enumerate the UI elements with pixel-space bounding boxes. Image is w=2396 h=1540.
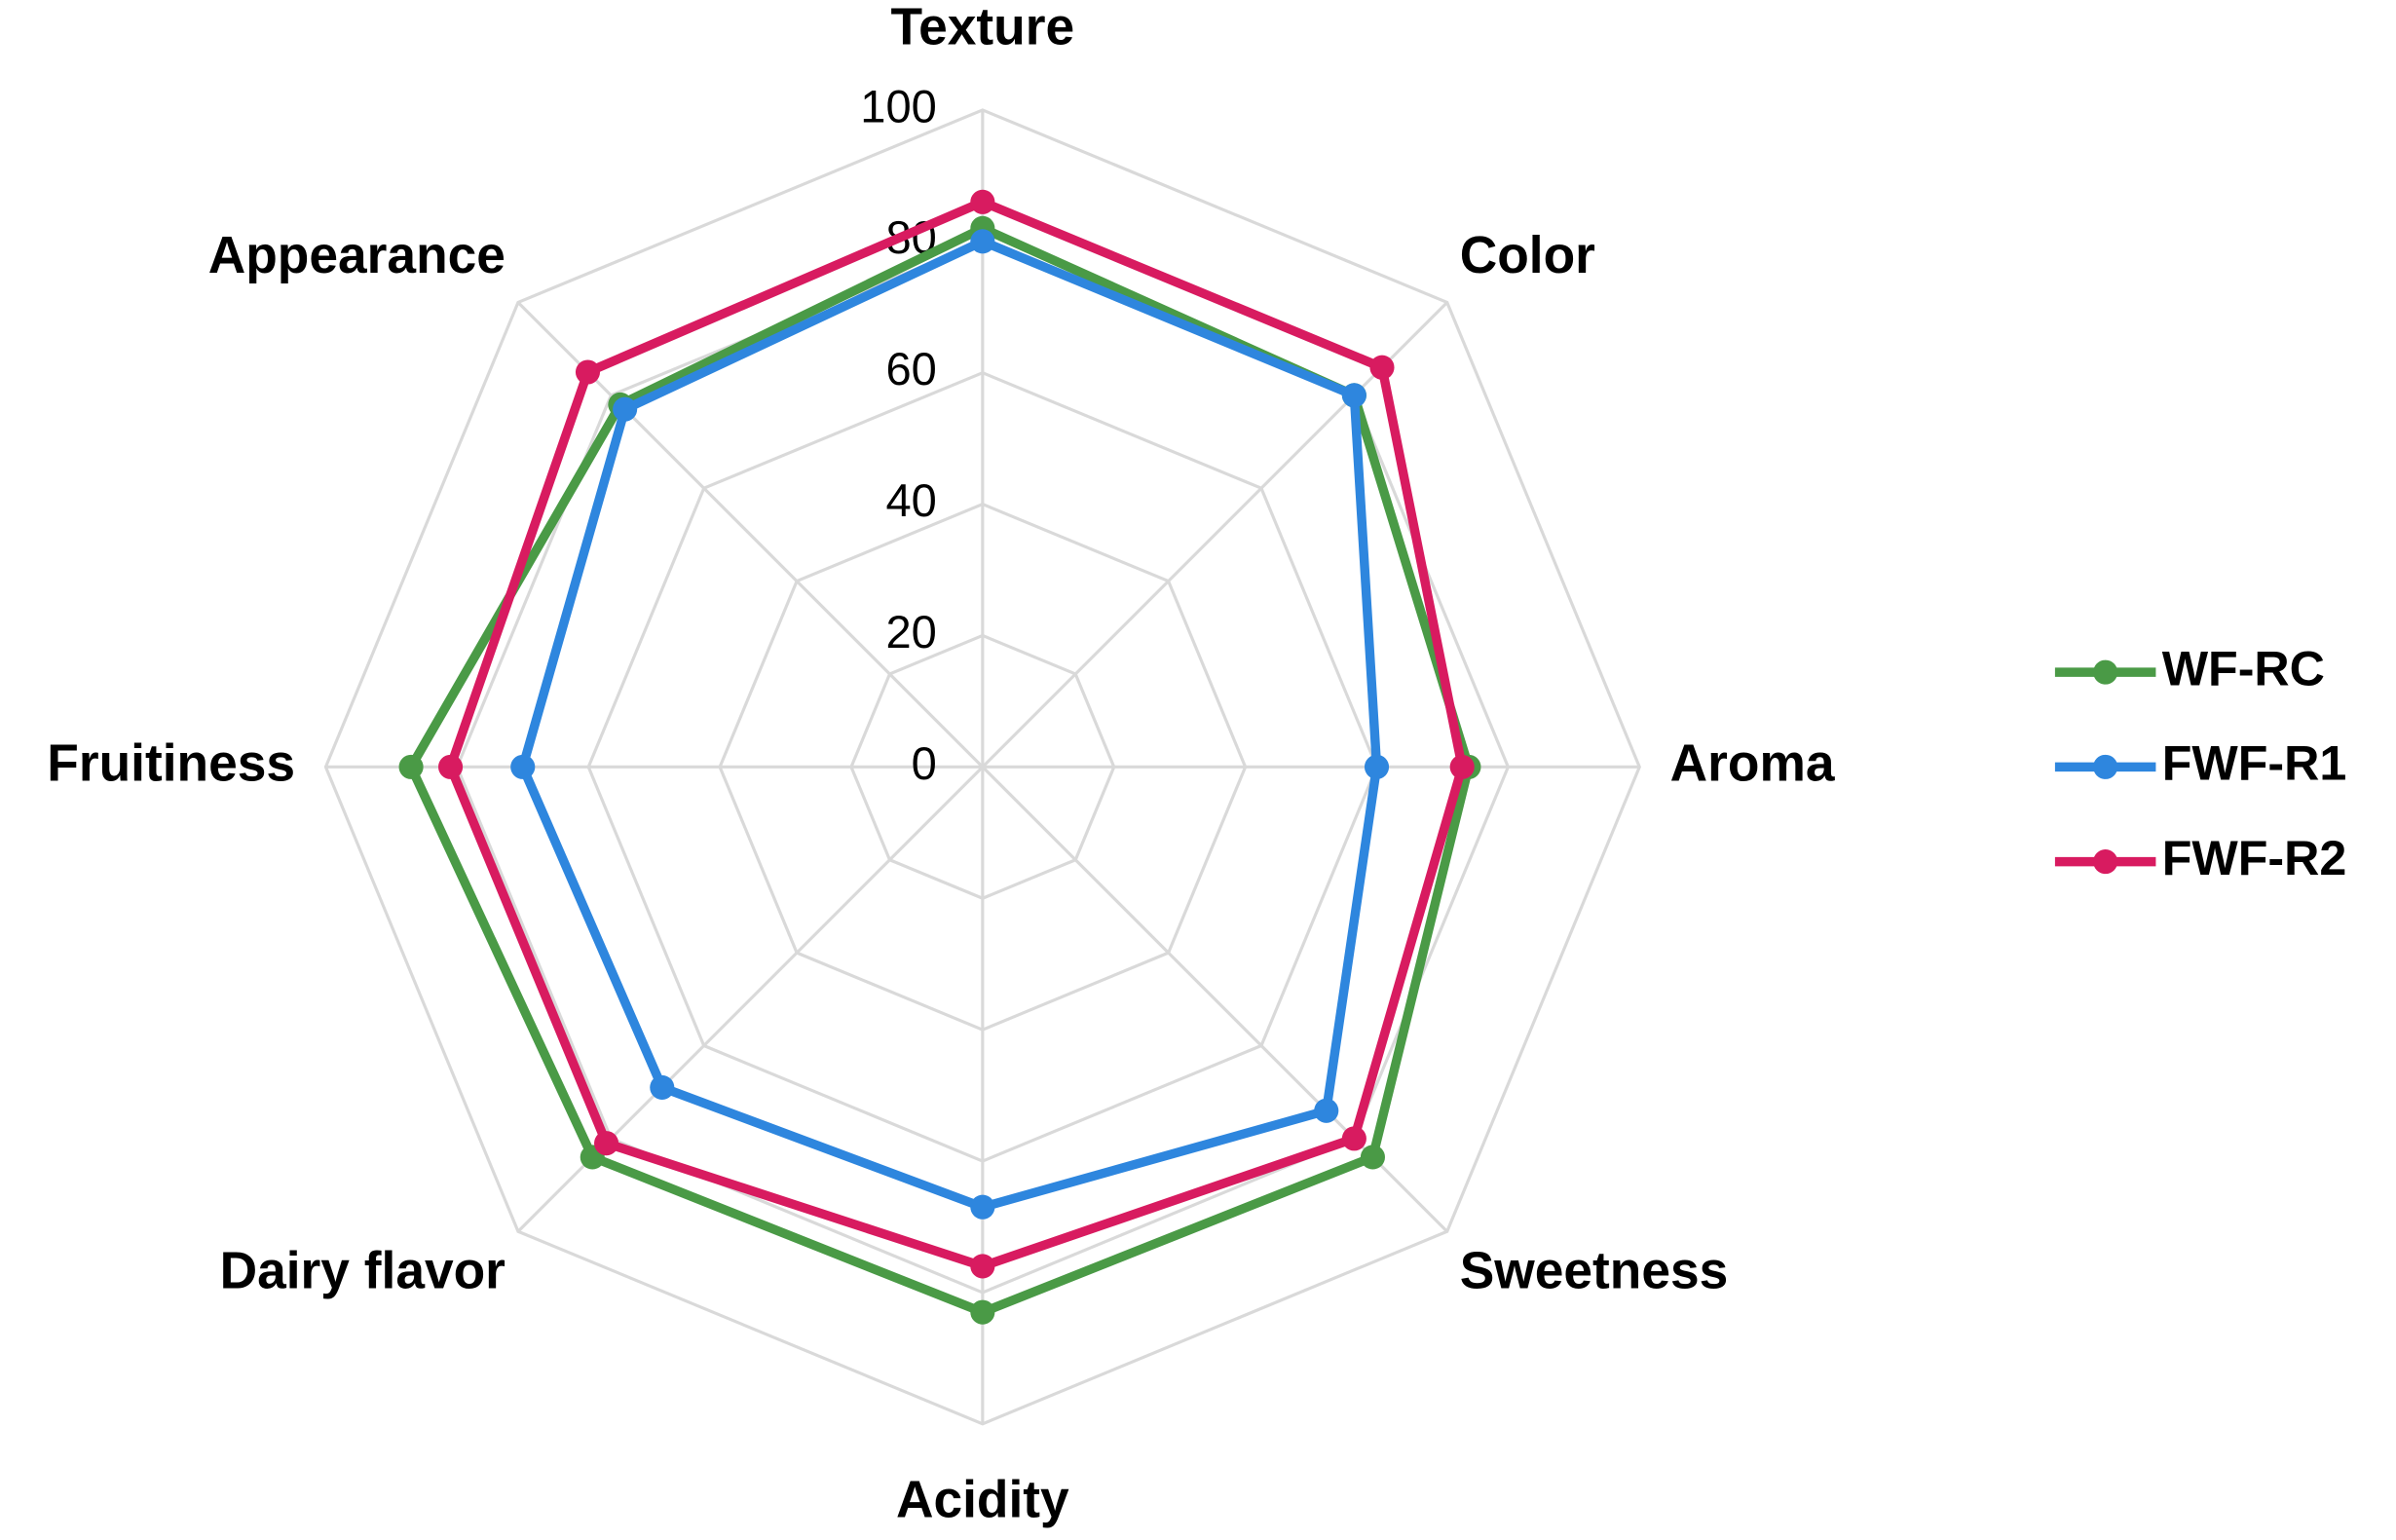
data-point <box>1314 1098 1339 1123</box>
grid-spoke <box>981 301 1448 769</box>
category-label: Color <box>1460 227 1595 284</box>
category-label: Dairy flavor <box>220 1243 505 1300</box>
data-point <box>970 189 995 214</box>
data-point <box>398 754 424 779</box>
data-point <box>594 1131 619 1156</box>
data-point <box>970 1299 995 1325</box>
category-label: Aroma <box>1670 734 1835 792</box>
data-point <box>1341 383 1366 408</box>
legend-marker <box>2093 659 2118 685</box>
data-point <box>970 1254 995 1279</box>
legend-marker <box>2093 849 2118 875</box>
data-point <box>510 754 536 779</box>
data-point <box>970 1194 995 1220</box>
r-tick-label: 0 <box>912 737 937 789</box>
category-label: Acidity <box>896 1471 1069 1528</box>
data-point <box>1341 1126 1366 1151</box>
data-point <box>970 229 995 254</box>
data-point <box>1449 754 1475 779</box>
legend-label: FWF-R1 <box>2162 736 2347 791</box>
category-label: Sweetness <box>1460 1243 1729 1300</box>
r-tick-label: 60 <box>885 343 936 394</box>
data-point <box>1360 1145 1385 1170</box>
data-point <box>1369 355 1395 380</box>
data-point <box>650 1074 675 1100</box>
data-point <box>613 396 638 422</box>
category-label: Fruitiness <box>47 734 295 792</box>
data-point <box>575 359 601 385</box>
r-tick-label: 100 <box>860 80 936 131</box>
data-point <box>438 754 464 779</box>
legend-label: WF-RC <box>2162 641 2325 695</box>
data-point <box>1364 754 1390 779</box>
r-tick-label: 40 <box>885 474 936 526</box>
legend-label: FWF-R2 <box>2162 831 2347 885</box>
category-label: Appearance <box>208 227 505 284</box>
category-label: Texture <box>891 0 1075 56</box>
r-tick-label: 20 <box>885 606 936 657</box>
legend-marker <box>2093 754 2118 779</box>
